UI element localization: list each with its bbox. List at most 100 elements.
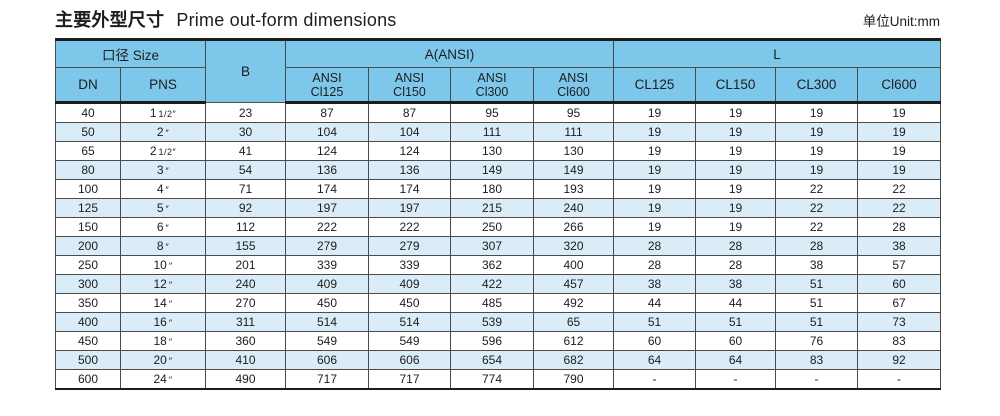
pns-value: 24 (153, 372, 167, 386)
cell-l-cl600: - (857, 369, 942, 390)
table-row: 350 14 ″ 270 450 450 485 492 44 44 51 67 (55, 293, 942, 313)
table-body: 40 1 1/2″ 23 87 87 95 95 19 19 19 19 50 2 ″ 30 104 104 111… (55, 102, 942, 390)
cell-a-cl125: 87 (285, 102, 370, 123)
pns-inch-mark: ″ (168, 261, 173, 271)
cell-a-cl600: 790 (533, 369, 615, 390)
cell-a-cl150: 549 (368, 331, 452, 351)
cell-a-cl150: 606 (368, 350, 452, 370)
ansi-label-line2: Cl600 (557, 84, 590, 99)
cell-l-cl125: 19 (613, 179, 697, 199)
cell-pns: 2 1/2″ (119, 141, 207, 161)
cell-pns: 5 ″ (119, 198, 207, 218)
cell-b: 311 (205, 312, 287, 332)
pns-value: 16 (153, 315, 167, 329)
cell-l-cl600: 19 (857, 122, 942, 142)
cell-dn: 50 (55, 122, 121, 142)
cell-l-cl300: 51 (775, 293, 859, 313)
table-row: 250 10 ″ 201 339 339 362 400 28 28 38 57 (55, 255, 942, 275)
cell-l-cl600: 19 (857, 102, 942, 123)
table-row: 65 2 1/2″ 41 124 124 130 130 19 19 19 19 (55, 141, 942, 161)
col-header-dn: DN (55, 67, 121, 104)
cell-l-cl300: 19 (775, 141, 859, 161)
pns-inch-mark: ″ (165, 128, 170, 138)
cell-l-cl125: 28 (613, 236, 697, 256)
cell-l-cl600: 57 (857, 255, 942, 275)
cell-a-cl300: 149 (450, 160, 535, 180)
cell-pns: 3 ″ (119, 160, 207, 180)
cell-a-cl125: 339 (285, 255, 370, 275)
pns-inch-mark: ″ (165, 166, 170, 176)
cell-a-cl300: 215 (450, 198, 535, 218)
col-header-l-cl150: CL150 (695, 67, 777, 104)
cell-b: 270 (205, 293, 287, 313)
cell-b: 490 (205, 369, 287, 390)
cell-b: 92 (205, 198, 287, 218)
cell-dn: 300 (55, 274, 121, 294)
cell-dn: 100 (55, 179, 121, 199)
header-sub-row: DN PNS ANSI Cl125 ANSI Cl150 ANSI Cl300 … (55, 67, 942, 104)
cell-l-cl600: 73 (857, 312, 942, 332)
cell-b: 360 (205, 331, 287, 351)
cell-a-cl125: 136 (285, 160, 370, 180)
cell-l-cl150: 38 (695, 274, 777, 294)
cell-a-cl600: 111 (533, 122, 615, 142)
cell-dn: 450 (55, 331, 121, 351)
cell-a-cl300: 539 (450, 312, 535, 332)
table-row: 125 5 ″ 92 197 197 215 240 19 19 22 22 (55, 198, 942, 218)
cell-dn: 125 (55, 198, 121, 218)
cell-a-cl300: 307 (450, 236, 535, 256)
cell-l-cl125: 38 (613, 274, 697, 294)
cell-a-cl300: 485 (450, 293, 535, 313)
cell-pns: 2 ″ (119, 122, 207, 142)
cell-pns: 4 ″ (119, 179, 207, 199)
pns-value: 1 (149, 106, 157, 120)
cell-b: 41 (205, 141, 287, 161)
cell-a-cl125: 222 (285, 217, 370, 237)
cell-l-cl150: 28 (695, 255, 777, 275)
cell-pns: 8 ″ (119, 236, 207, 256)
cell-l-cl125: 19 (613, 160, 697, 180)
cell-a-cl150: 409 (368, 274, 452, 294)
cell-dn: 600 (55, 369, 121, 390)
cell-a-cl150: 450 (368, 293, 452, 313)
cell-a-cl300: 130 (450, 141, 535, 161)
cell-a-cl600: 682 (533, 350, 615, 370)
pns-inch-mark: 1/2″ (158, 147, 177, 157)
cell-a-cl125: 514 (285, 312, 370, 332)
pns-value: 20 (153, 353, 167, 367)
cell-l-cl150: 19 (695, 122, 777, 142)
cell-dn: 150 (55, 217, 121, 237)
col-header-l-cl600: Cl600 (857, 67, 942, 104)
cell-pns: 14 ″ (119, 293, 207, 313)
cell-a-cl300: 362 (450, 255, 535, 275)
cell-l-cl300: 28 (775, 236, 859, 256)
pns-value: 8 (156, 239, 164, 253)
cell-a-cl125: 606 (285, 350, 370, 370)
col-header-b: B (205, 39, 287, 103)
pns-value: 5 (156, 201, 164, 215)
cell-pns: 1 1/2″ (119, 102, 207, 123)
cell-a-cl150: 717 (368, 369, 452, 390)
pns-value: 3 (156, 163, 164, 177)
cell-a-cl125: 174 (285, 179, 370, 199)
cell-l-cl300: 19 (775, 102, 859, 123)
cell-a-cl600: 149 (533, 160, 615, 180)
col-header-ansi-cl125: ANSI Cl125 (285, 67, 370, 104)
cell-l-cl300: 19 (775, 160, 859, 180)
page-title-en: Prime out-form dimensions (176, 10, 397, 30)
col-header-l-cl300: CL300 (775, 67, 859, 104)
cell-dn: 65 (55, 141, 121, 161)
pns-inch-mark: ″ (168, 375, 173, 385)
table-row: 100 4 ″ 71 174 174 180 193 19 19 22 22 (55, 179, 942, 199)
table-row: 300 12 ″ 240 409 409 422 457 38 38 51 60 (55, 274, 942, 294)
cell-l-cl150: 19 (695, 102, 777, 123)
cell-dn: 40 (55, 102, 121, 123)
ansi-label-line1: ANSI (312, 70, 342, 85)
cell-b: 155 (205, 236, 287, 256)
cell-l-cl300: 22 (775, 198, 859, 218)
cell-a-cl600: 130 (533, 141, 615, 161)
cell-l-cl600: 92 (857, 350, 942, 370)
pns-inch-mark: ″ (165, 242, 170, 252)
cell-a-cl300: 596 (450, 331, 535, 351)
cell-l-cl600: 83 (857, 331, 942, 351)
